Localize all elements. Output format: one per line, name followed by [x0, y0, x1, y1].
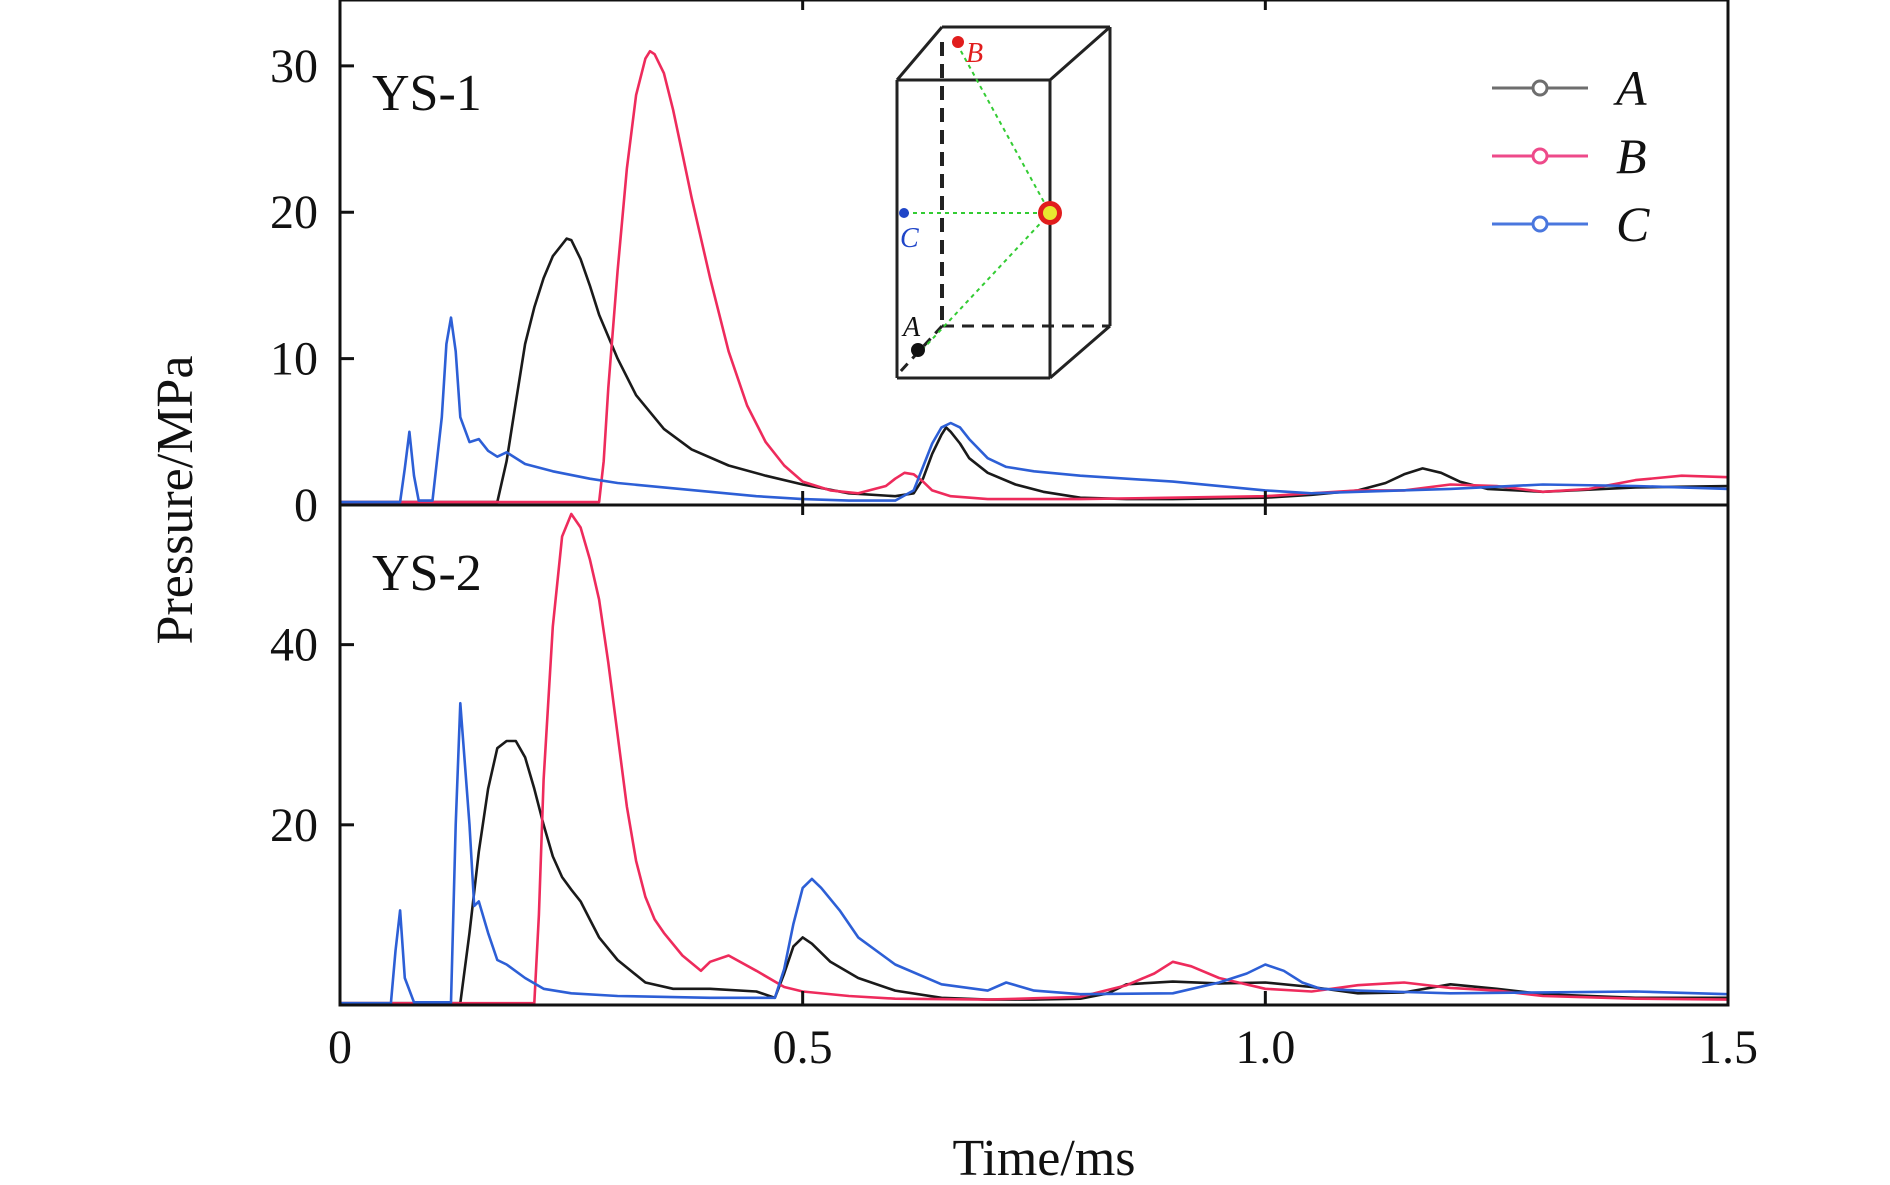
text-layer: YS-1 YS-2 Time/ms Pressure/MPa 0 10 20 30 20… [147, 40, 1758, 1185]
series-line-b-top [338, 49, 1730, 504]
y-tick-label-bottom: 40 [270, 619, 318, 672]
panel-label-bottom: YS-2 [372, 545, 482, 602]
y-tick-label-top: 0 [294, 479, 318, 532]
series-layer [338, 49, 1730, 1005]
inset-box [895, 25, 1112, 380]
series-line-b-bottom [338, 512, 1730, 1005]
x-tick-label: 0.5 [773, 1021, 833, 1074]
series-line-c-top [338, 316, 1730, 504]
series-line-a-bottom [338, 739, 1730, 1005]
legend-label-c: C [1616, 196, 1650, 252]
y-tick-label-top: 30 [270, 40, 318, 93]
y-tick-label-top: 20 [270, 186, 318, 239]
x-tick-label: 1.0 [1235, 1021, 1295, 1074]
legend-label-a: A [1613, 60, 1647, 116]
y-axis-title: Pressure/MPa [147, 356, 204, 645]
legend-marker-c [1531, 215, 1549, 233]
inset-label-b: B [966, 38, 983, 69]
y-tick-label-top: 10 [270, 333, 318, 386]
legend-marker-a [1531, 79, 1549, 97]
inset-diagram: B C A [895, 25, 1112, 380]
legend-marker-b [1531, 147, 1549, 165]
plot-frame [338, 0, 1730, 1007]
series-line-a-top [338, 237, 1730, 504]
x-axis-title: Time/ms [952, 1130, 1135, 1185]
frame-layer [338, 0, 1730, 1007]
y-tick-label-bottom: 20 [270, 799, 318, 852]
panel-label-top: YS-1 [372, 65, 482, 122]
series-line-c-bottom [338, 701, 1730, 1005]
inset-label-c: C [900, 223, 919, 254]
legend-label-b: B [1616, 128, 1647, 184]
x-tick-label: 1.5 [1698, 1021, 1758, 1074]
x-tick-label: 0 [328, 1021, 352, 1074]
legend: ABC [1492, 60, 1650, 252]
inset-label-a: A [901, 312, 921, 343]
